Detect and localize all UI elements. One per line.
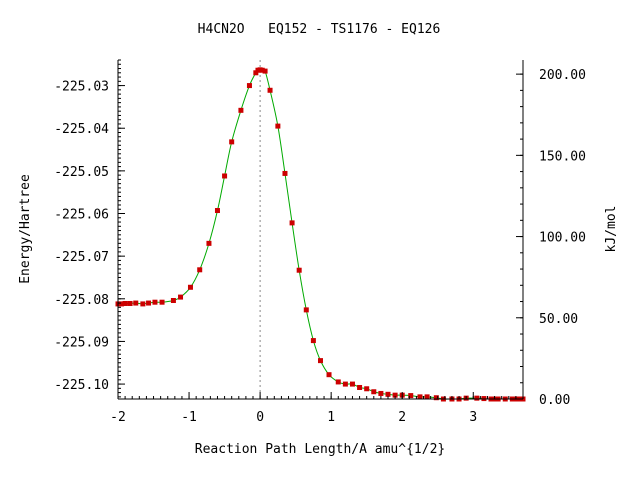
data-point-23	[262, 68, 268, 74]
y-tick-label-6: -225.09	[54, 335, 109, 350]
data-point-25	[275, 123, 281, 129]
data-point-17	[238, 107, 244, 113]
data-point-36	[357, 384, 363, 390]
data-point-19	[253, 70, 259, 76]
data-point-16	[229, 139, 235, 145]
data-point-39	[378, 390, 384, 396]
data-point-11	[187, 284, 193, 290]
data-point-18	[246, 83, 252, 89]
data-point-34	[342, 381, 348, 387]
data-point-29	[303, 307, 309, 313]
data-point-13	[206, 240, 212, 246]
y2-tick-label-0: 0.00	[539, 393, 570, 408]
data-point-22	[259, 67, 265, 73]
data-point-40	[385, 391, 391, 397]
data-point-37	[364, 386, 370, 392]
data-point-38	[371, 389, 377, 395]
data-point-1	[119, 301, 125, 307]
x-tick-label-1: -1	[181, 410, 197, 425]
y-tick-label-7: -225.10	[54, 378, 109, 393]
data-point-46	[433, 395, 439, 401]
data-point-41	[392, 392, 398, 398]
data-point-44	[417, 394, 423, 400]
y2-tick-label-4: 200.00	[539, 68, 586, 83]
data-point-10	[178, 294, 184, 300]
data-point-6	[146, 300, 152, 306]
y-tick-label-0: -225.03	[54, 80, 109, 95]
data-point-30	[310, 338, 316, 344]
x-axis-label: Reaction Path Length/A amu^{1/2}	[195, 442, 445, 457]
data-point-9	[170, 298, 176, 303]
x-tick-label-4: 2	[398, 410, 406, 425]
chart-title: H4CN2O EQ152 - TS1176 - EQ126	[198, 22, 441, 37]
axes: -2 -1 0 1 2 3 -225.03 -225.04 -225.05 -225.06 -225…	[54, 59, 586, 425]
energy-curve	[117, 68, 523, 400]
data-point-12	[197, 267, 203, 273]
data-point-43	[408, 393, 414, 399]
y-axis-label: Energy/Hartree	[18, 174, 33, 284]
y2-axis-label: kJ/mol	[604, 206, 619, 253]
y-tick-label-5: -225.08	[54, 293, 109, 308]
y-tick-label-1: -225.04	[54, 122, 109, 137]
data-point-15	[222, 173, 228, 179]
data-point-4	[133, 300, 139, 306]
data-point-14	[214, 208, 220, 214]
x-tick-label-5: 3	[469, 410, 477, 425]
x-tick-label-3: 1	[327, 410, 335, 425]
data-point-8	[159, 299, 165, 305]
y-tick-label-4: -225.07	[54, 250, 109, 265]
data-point-24	[267, 87, 273, 93]
y2-tick-label-3: 150.00	[539, 149, 586, 164]
data-point-35	[349, 381, 355, 387]
data-point-27	[289, 220, 295, 226]
data-point-31	[318, 358, 323, 364]
x-tick-label-0: -2	[110, 410, 126, 425]
y-tick-label-2: -225.05	[54, 165, 109, 180]
data-point-5	[140, 301, 146, 307]
data-point-32	[326, 372, 332, 378]
data-point-28	[296, 267, 302, 273]
data-point-33	[335, 379, 341, 385]
data-point-7	[152, 299, 158, 305]
data-point-2	[122, 300, 128, 306]
data-point-26	[282, 170, 288, 176]
x-tick-label-2: 0	[256, 410, 264, 425]
data-point-51	[474, 395, 480, 401]
plot-area	[115, 60, 526, 402]
y2-tick-label-1: 50.00	[539, 312, 578, 327]
y-tick-label-3: -225.06	[54, 208, 109, 223]
data-point-3	[127, 300, 133, 306]
data-point-45	[424, 394, 430, 400]
y2-tick-label-2: 100.00	[539, 231, 586, 246]
